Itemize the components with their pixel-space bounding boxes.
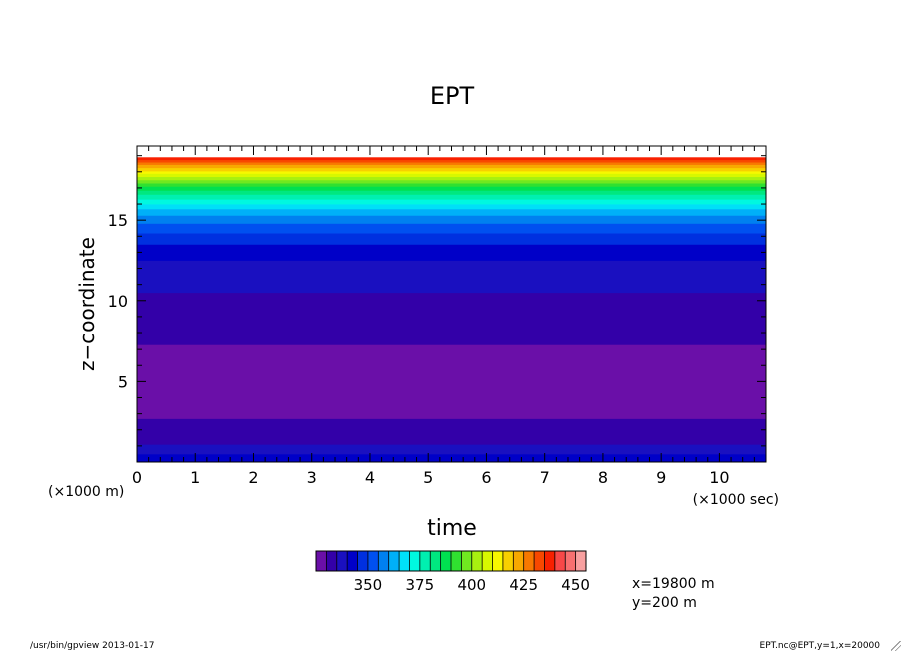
contour-layer-25 bbox=[137, 157, 766, 161]
colorbar-swatch-1 bbox=[326, 551, 338, 571]
contour-layer-15 bbox=[137, 186, 766, 191]
colorbar-swatch-21 bbox=[534, 551, 545, 571]
colorbar bbox=[315, 550, 587, 572]
contour-layer-16 bbox=[137, 183, 766, 187]
x-tick-label-0: 0 bbox=[132, 468, 142, 487]
x-axis-units: (×1000 sec) bbox=[693, 492, 779, 508]
colorbar-swatch-12 bbox=[440, 551, 452, 571]
y-tick-label-2: 15 bbox=[108, 211, 128, 230]
colorbar-label-2: 400 bbox=[457, 576, 486, 594]
contour-layer-17 bbox=[137, 179, 766, 184]
colorbar-swatch-17 bbox=[492, 551, 504, 571]
x-tick-label-4: 4 bbox=[365, 468, 375, 487]
chart-title: EPT bbox=[430, 82, 475, 110]
x-tick-label-8: 8 bbox=[598, 468, 608, 487]
y-tick-labels: 5 10 15 bbox=[108, 211, 128, 391]
colorbar-swatch-3 bbox=[347, 551, 358, 571]
colorbar-tick-labels: 350 375 400 425 450 bbox=[354, 576, 590, 594]
x-tick-label-7: 7 bbox=[540, 468, 550, 487]
contour-layer-12 bbox=[137, 199, 766, 205]
contour-layer-3 bbox=[137, 344, 766, 419]
footer-data-source: EPT.nc@EPT,y=1,x=20000 bbox=[759, 641, 880, 651]
contour-layer-9 bbox=[137, 215, 766, 224]
contour-layer-11 bbox=[137, 204, 766, 210]
contour-layer-4 bbox=[137, 292, 766, 345]
colorbar-swatch-24 bbox=[565, 551, 576, 571]
colorbar-label-4: 450 bbox=[561, 576, 590, 594]
colorbar-swatch-2 bbox=[336, 551, 348, 571]
plot-frame bbox=[136, 145, 767, 463]
colorbar-label-0: 350 bbox=[354, 576, 383, 594]
x-tick-label-3: 3 bbox=[307, 468, 317, 487]
y-tick-label-0: 5 bbox=[118, 372, 128, 391]
y-axis-ticks bbox=[137, 155, 766, 447]
contour-layer-13 bbox=[137, 194, 766, 200]
contour-layer-7 bbox=[137, 233, 766, 245]
contour-layer-20 bbox=[137, 170, 766, 174]
colorbar-swatch-16 bbox=[482, 551, 493, 571]
y-tick-label-1: 10 bbox=[108, 292, 128, 311]
contour-layer-22 bbox=[137, 164, 766, 169]
contour-layer-23 bbox=[137, 162, 766, 165]
contour-layer-21 bbox=[137, 167, 766, 172]
colorbar-frame bbox=[315, 550, 587, 572]
x-tick-label-6: 6 bbox=[481, 468, 491, 487]
colorbar-swatch-4 bbox=[357, 551, 369, 571]
colorbar-swatch-15 bbox=[471, 551, 483, 571]
colorbar-swatch-5 bbox=[367, 551, 379, 571]
colorbar-label-3: 425 bbox=[509, 576, 538, 594]
x-tick-label-2: 2 bbox=[248, 468, 258, 487]
colorbar-label-1: 375 bbox=[406, 576, 435, 594]
contour-layer-19 bbox=[137, 173, 766, 178]
colorbar-swatch-8 bbox=[399, 551, 410, 571]
contour-layer-1 bbox=[137, 444, 766, 455]
y-axis-units: (×1000 m) bbox=[48, 484, 124, 500]
colorbar-swatch-25 bbox=[575, 551, 587, 571]
colorbar-swatch-9 bbox=[409, 551, 421, 571]
x-tick-label-5: 5 bbox=[423, 468, 433, 487]
x-axis-label: time bbox=[427, 516, 477, 541]
contour-layer-14 bbox=[137, 190, 766, 195]
colorbar-swatch-18 bbox=[502, 551, 514, 571]
contour-layer-6 bbox=[137, 244, 766, 261]
annotation-x-position: x=19800 m bbox=[632, 576, 715, 592]
colorbar-swatch-14 bbox=[461, 551, 473, 571]
colorbar-swatch-7 bbox=[388, 551, 400, 571]
resize-grip-icon[interactable] bbox=[891, 641, 901, 651]
colorbar-swatch-6 bbox=[378, 551, 389, 571]
contour-layer-10 bbox=[137, 208, 766, 216]
x-tick-labels: 0 1 2 3 4 5 6 7 8 9 10 bbox=[132, 468, 730, 487]
colorbar-swatch-23 bbox=[554, 551, 566, 571]
contour-layers bbox=[137, 157, 766, 463]
y-axis-label: z−coordinate bbox=[75, 237, 99, 371]
footer-program-date: /usr/bin/gpview 2013-01-17 bbox=[30, 641, 155, 651]
contour-layer-2 bbox=[137, 418, 766, 445]
colorbar-swatch-13 bbox=[451, 551, 462, 571]
contour-layer-5 bbox=[137, 260, 766, 294]
colorbar-swatch-22 bbox=[544, 551, 556, 571]
colorbar-swatch-10 bbox=[419, 551, 431, 571]
x-tick-label-10: 10 bbox=[709, 468, 729, 487]
colorbar-swatch-11 bbox=[430, 551, 441, 571]
colorbar-swatch-19 bbox=[513, 551, 524, 571]
colorbar-swatch-20 bbox=[523, 551, 535, 571]
x-tick-label-1: 1 bbox=[190, 468, 200, 487]
colorbar-swatch-0 bbox=[316, 551, 327, 571]
x-tick-label-9: 9 bbox=[656, 468, 666, 487]
contour-layer-18 bbox=[137, 176, 766, 181]
contour-layer-8 bbox=[137, 223, 766, 234]
x-axis-ticks bbox=[148, 146, 755, 462]
annotation-y-position: y=200 m bbox=[632, 595, 697, 611]
contour-layer-24 bbox=[137, 159, 766, 163]
